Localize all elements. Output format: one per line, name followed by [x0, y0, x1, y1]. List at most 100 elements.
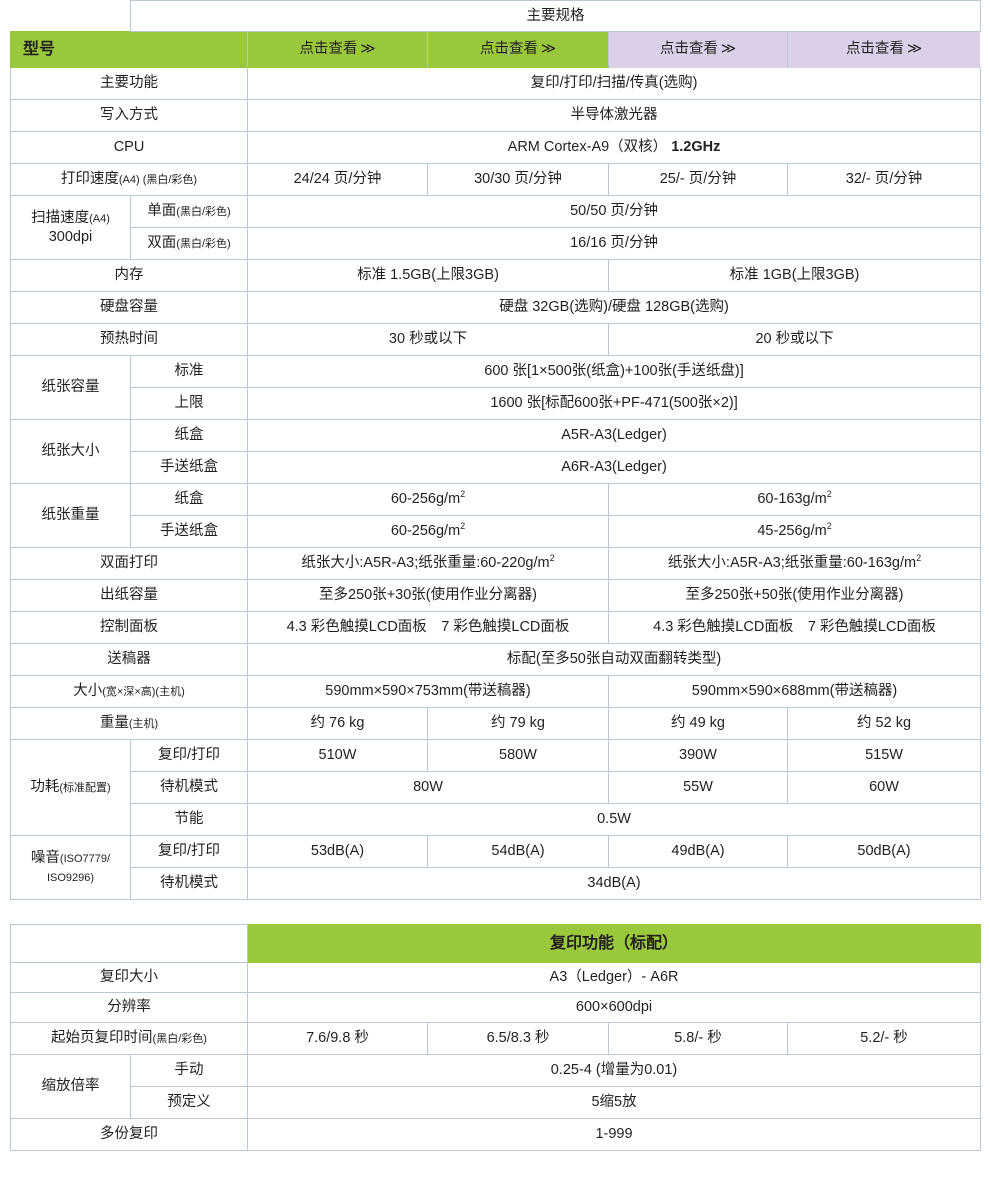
label-noise-line2: ISO9296)	[46, 871, 95, 884]
row-write-method: 写入方式 半导体激光器	[10, 99, 982, 132]
model-header-label: 型号	[10, 31, 248, 68]
label-resolution: 分辨率	[10, 992, 248, 1023]
spec-sheet-page: 主要规格 型号 点击查看 ≫ 点击查看 ≫ 点击查看 ≫ 点击查看 ≫ 主要功能 复印/…	[0, 0, 990, 1151]
value-paper-capacity-standard: 600 张[1×500张(纸盒)+100张(手送纸盘)]	[246, 355, 982, 388]
sublabel-paper-size-cassette: 纸盒	[130, 419, 248, 452]
sublabel-scan-duplex-main: 双面	[147, 235, 177, 252]
chevron-right-icon: ≫	[540, 41, 557, 58]
sublabel-scan-simplex-main: 单面	[147, 203, 177, 220]
value-control-panel-left: 4.3 彩色触摸LCD面板 7 彩色触摸LCD面板	[247, 611, 609, 644]
label-copy-size: 复印大小	[10, 962, 248, 993]
sublabel-scan-simplex-sub: (黑白/彩色)	[176, 206, 231, 219]
value-pw-br-text: 45-256g/m	[757, 523, 827, 540]
row-main-function: 主要功能 复印/打印/扫描/传真(选购)	[10, 67, 982, 100]
value-first-copy-time-3: 5.8/- 秒	[608, 1022, 788, 1055]
label-noise-sub: (ISO7779/	[59, 853, 111, 866]
sublabel-zoom-manual: 手动	[130, 1054, 248, 1087]
label-scan-speed-main: 扫描速度	[31, 210, 90, 227]
row-dimensions: 大小(宽×深×高)(主机) 590mm×590×753mm(带送稿器) 590m…	[10, 675, 982, 708]
value-paper-weight-cassette-right: 60-163g/m2	[607, 483, 982, 516]
value-noise-copyprint-2: 54dB(A)	[427, 835, 609, 868]
label-scan-speed-sub: (A4)	[89, 213, 110, 226]
table-spacer	[0, 900, 990, 924]
label-warmup: 预热时间	[10, 323, 248, 356]
model-header-row: 型号 点击查看 ≫ 点击查看 ≫ 点击查看 ≫ 点击查看 ≫	[10, 31, 982, 68]
model-link-4[interactable]: 点击查看 ≫	[786, 31, 982, 68]
value-memory-left: 标准 1.5GB(上限3GB)	[247, 259, 609, 292]
value-paper-weight-cassette-left: 60-256g/m2	[247, 483, 609, 516]
label-feeder: 送稿器	[10, 643, 248, 676]
label-paper-weight: 纸张重量	[10, 483, 131, 548]
value-power-standby-4: 60W	[786, 771, 982, 804]
label-dimensions-main: 大小	[73, 683, 103, 700]
model-link-2[interactable]: 点击查看 ≫	[427, 31, 609, 68]
value-pw-cr-sup: 2	[826, 489, 832, 500]
value-cpu-plain: ARM Cortex-A9（双核）	[507, 139, 668, 156]
value-main-function: 复印/打印/扫描/传真(选购)	[246, 67, 982, 100]
row-warmup: 预热时间 30 秒或以下 20 秒或以下	[10, 323, 982, 356]
value-dp-l-sup: 2	[549, 553, 555, 564]
value-dp-l-text: 纸张大小:A5R-A3;纸张重量:60-220g/m	[301, 555, 550, 572]
value-power-standby-left: 80W	[247, 771, 609, 804]
value-paper-weight-bypass-right: 45-256g/m2	[607, 515, 982, 548]
sublabel-power-copyprint: 复印/打印	[130, 739, 248, 772]
sublabel-paper-capacity-standard: 标准	[130, 355, 248, 388]
label-multi-copy: 多份复印	[10, 1118, 248, 1151]
value-print-speed-1: 24/24 页/分钟	[247, 163, 428, 196]
value-warmup-right: 20 秒或以下	[607, 323, 982, 356]
label-print-speed-sub: (A4) (黑白/彩色)	[118, 174, 198, 187]
row-paper-size-bypass: 手送纸盒 A6R-A3(Ledger)	[11, 451, 982, 484]
value-duplex-print-right: 纸张大小:A5R-A3;纸张重量:60-163g/m2	[607, 547, 982, 580]
label-noise-main: 噪音	[30, 850, 60, 867]
row-scan-speed-duplex: 双面(黑白/彩色) 16/16 页/分钟	[11, 227, 982, 260]
model-link-2-text: 点击查看	[479, 41, 538, 58]
label-power-sub: (标准配置)	[59, 782, 111, 795]
label-first-copy-time: 起始页复印时间(黑白/彩色)	[10, 1022, 248, 1055]
sublabel-noise-copyprint: 复印/打印	[130, 835, 248, 868]
value-zoom-manual: 0.25-4 (增量为0.01)	[246, 1054, 982, 1087]
model-link-4-text: 点击查看	[845, 41, 904, 58]
value-first-copy-time-2: 6.5/8.3 秒	[427, 1022, 609, 1055]
value-power-standby-3: 55W	[608, 771, 788, 804]
value-multi-copy: 1-999	[246, 1118, 982, 1151]
row-zoom-manual: 缩放倍率 手动 0.25-4 (增量为0.01)	[10, 1054, 982, 1119]
value-warmup-left: 30 秒或以下	[247, 323, 609, 356]
model-link-1[interactable]: 点击查看 ≫	[247, 31, 428, 68]
model-link-3[interactable]: 点击查看 ≫	[608, 31, 788, 68]
row-memory: 内存 标准 1.5GB(上限3GB) 标准 1GB(上限3GB)	[10, 259, 982, 292]
value-output-capacity-left: 至多250张+30张(使用作业分离器)	[247, 579, 609, 612]
main-spec-table: 主要规格 型号 点击查看 ≫ 点击查看 ≫ 点击查看 ≫ 点击查看 ≫ 主要功能 复印/…	[10, 0, 982, 900]
value-pw-cl-text: 60-256g/m	[390, 491, 461, 508]
label-power-main: 功耗	[30, 779, 60, 796]
label-write-method: 写入方式	[10, 99, 248, 132]
value-weight-3: 约 49 kg	[608, 707, 788, 740]
value-duplex-print-left: 纸张大小:A5R-A3;纸张重量:60-220g/m2	[247, 547, 609, 580]
label-first-copy-time-main: 起始页复印时间	[51, 1030, 153, 1047]
label-hdd: 硬盘容量	[10, 291, 248, 324]
row-paper-weight-bypass: 手送纸盒 60-256g/m2 45-256g/m2	[11, 515, 982, 548]
row-power-standby: 待机模式 80W 55W 60W	[11, 771, 982, 804]
value-dimensions-right: 590mm×590×688mm(带送稿器)	[607, 675, 982, 708]
value-dp-r-text: 纸张大小:A5R-A3;纸张重量:60-163g/m	[667, 555, 917, 572]
value-pw-br-sup: 2	[826, 521, 832, 532]
value-paper-size-cassette: A5R-A3(Ledger)	[246, 419, 982, 452]
row-paper-capacity-standard: 纸张容量 标准 600 张[1×500张(纸盒)+100张(手送纸盘)]	[10, 355, 982, 420]
row-power-copyprint: 功耗(标准配置) 复印/打印 510W 580W 390W 515W	[10, 739, 982, 836]
value-noise-copyprint-1: 53dB(A)	[247, 835, 428, 868]
copy-section-blank	[10, 924, 248, 963]
value-resolution: 600×600dpi	[246, 992, 982, 1023]
row-resolution: 分辨率 600×600dpi	[10, 992, 982, 1023]
row-noise-copyprint: 噪音(ISO7779/ISO9296) 复印/打印 53dB(A) 54dB(A…	[10, 835, 982, 900]
row-paper-capacity-max: 上限 1600 张[标配600张+PF-471(500张×2)]	[11, 387, 982, 420]
label-first-copy-time-sub: (黑白/彩色)	[152, 1033, 207, 1046]
sublabel-paper-weight-cassette: 纸盒	[130, 483, 248, 516]
value-power-eco: 0.5W	[246, 803, 982, 836]
sublabel-zoom-preset: 预定义	[130, 1086, 248, 1119]
label-weight: 重量(主机)	[10, 707, 248, 740]
row-noise-standby: 待机模式 34dB(A)	[11, 867, 982, 900]
sublabel-paper-capacity-max: 上限	[130, 387, 248, 420]
sublabel-scan-simplex: 单面(黑白/彩色)	[130, 195, 248, 228]
value-power-copyprint-4: 515W	[786, 739, 982, 772]
row-hdd: 硬盘容量 硬盘 32GB(选购)/硬盘 128GB(选购)	[10, 291, 982, 324]
value-cpu-clock: 1.2GHz	[671, 139, 721, 156]
